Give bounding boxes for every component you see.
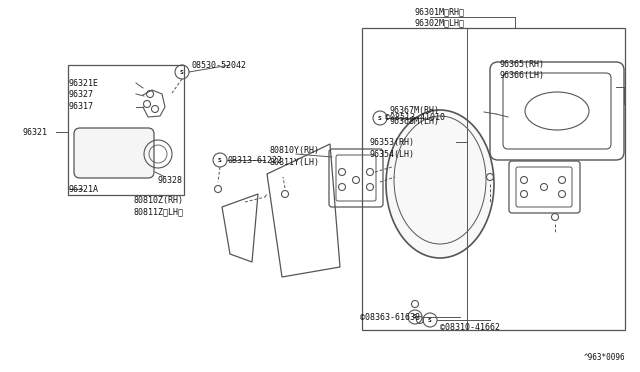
Text: 96365(RH): 96365(RH)	[500, 60, 545, 68]
Text: 96317: 96317	[68, 102, 93, 110]
Text: 08530-52042: 08530-52042	[192, 61, 247, 70]
Ellipse shape	[386, 110, 494, 258]
Text: ©08513-41010: ©08513-41010	[385, 112, 445, 122]
Text: 96301M〈RH〉: 96301M〈RH〉	[415, 7, 465, 16]
Text: 96366(LH): 96366(LH)	[500, 71, 545, 80]
Text: 96353(RH): 96353(RH)	[370, 138, 415, 147]
Text: 96328: 96328	[158, 176, 183, 185]
Text: 80810Z(RH): 80810Z(RH)	[133, 196, 183, 205]
Text: 96367M(RH): 96367M(RH)	[390, 106, 440, 115]
Text: 80811Z〈LH〉: 80811Z〈LH〉	[133, 208, 183, 217]
Text: ©08363-61638: ©08363-61638	[360, 312, 420, 321]
Text: S: S	[180, 70, 184, 74]
Text: S: S	[413, 314, 417, 320]
Text: ©08310-41662: ©08310-41662	[440, 323, 500, 331]
Text: 96368M(LH): 96368M(LH)	[390, 116, 440, 125]
Text: 80811Y(LH): 80811Y(LH)	[270, 157, 320, 167]
Text: 80810Y(RH): 80810Y(RH)	[270, 145, 320, 154]
Bar	[362, 28, 625, 330]
Text: 96302M〈LH〉: 96302M〈LH〉	[415, 19, 465, 28]
Text: 96321A: 96321A	[68, 185, 98, 193]
Text: 96321E: 96321E	[68, 78, 98, 87]
Text: 96354(LH): 96354(LH)	[370, 150, 415, 158]
Text: ^963*0096: ^963*0096	[584, 353, 625, 362]
Text: 96327: 96327	[68, 90, 93, 99]
Text: 0B313-61222: 0B313-61222	[228, 155, 283, 164]
Text: S: S	[218, 157, 222, 163]
Text: S: S	[428, 317, 432, 323]
Bar	[68, 65, 184, 195]
FancyBboxPatch shape	[74, 128, 154, 178]
Text: S: S	[378, 115, 382, 121]
Text: 96321: 96321	[22, 128, 47, 137]
